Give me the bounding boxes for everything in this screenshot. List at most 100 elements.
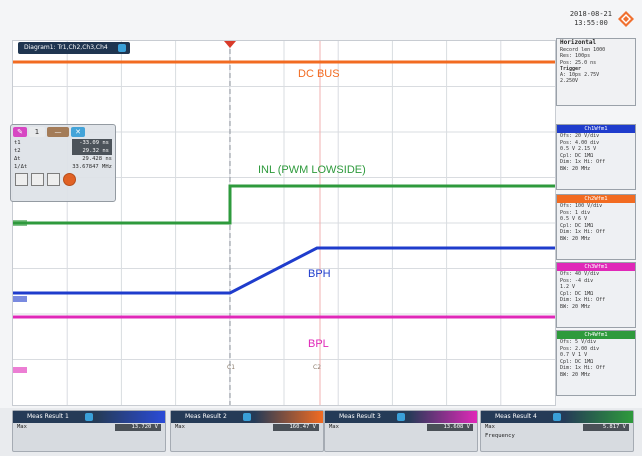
trace-label-bph: BPH [308,268,331,280]
trace-label-dcbus: DC BUS [298,68,340,80]
channel-setting-line: Dim: 1x Hi: Off [560,229,606,235]
horizontal-line: Pos: 25.0 ns [560,59,597,66]
trace-inl [13,184,555,225]
waveform-grid[interactable]: C1 C2 [12,40,556,406]
cursor-mode-button-1[interactable] [15,173,28,186]
channel-panel-2[interactable]: Ch2Wfm1 Ofs: 100 V/div Pos: 1 div 0.5 V 6 V… [556,194,636,260]
window-icon[interactable] [85,413,93,421]
meas-row: Max 5.817 V [481,423,633,432]
meas-value: 13.608 V [427,424,473,431]
horizontal-settings-panel[interactable]: Horizontal Record len 1000 Res: 100ps Po… [556,38,636,106]
meas-row: Max 13.720 V [13,423,165,432]
cursor-row-freq: 1/Δt 33.67847 MHz [14,164,112,170]
channel-ref-marker [13,296,27,302]
meas-result-1[interactable]: Meas Result 1 Max 13.720 V [12,410,166,452]
cursor-mode-button-2[interactable] [31,173,44,186]
time-text: 13:55:00 [574,19,608,27]
channel-setting-line: Cpl: DC 1MΩ [560,358,594,365]
close-icon[interactable]: ✕ [71,127,85,137]
channel-panel-title: Ch4Wfm1 [557,331,635,339]
channel-setting-line: Pos: 1 div [560,209,591,216]
channel-setting-line: 1.2 V [560,284,576,290]
trace-bph [13,246,555,295]
channel-setting-line: Ofs: 40 V/div [560,271,600,277]
channel-setting-line: Pos: 2.00 div [560,345,600,352]
channel-setting-line: Dim: 1x Hi: Off [560,159,606,165]
channel-panel-title: Ch3Wfm1 [557,263,635,271]
waveform-plot: C1 C2 [13,41,555,405]
channel-setting-line: BW: 20 MHz [560,303,591,310]
channel-ref-marker [13,220,27,226]
cursor-readout-panel[interactable]: ✎ 1 — ✕ t1 -33.09 ns t2 29.32 ns Δt 29.428 … [10,124,116,202]
trace-label-inl: INL (PWM LOWSIDE) [258,164,366,176]
date-text: 2018-08-21 [569,10,612,18]
rs-logo-icon [618,11,634,27]
trigger-line: A: 10ps 2.75V [560,72,600,79]
channel-setting-line: Pos: -4 div [560,277,594,284]
channel-setting-line: Ofs: 20 V/div [560,133,600,139]
channel-setting-line: Dim: 1x Hi: Off [560,365,606,371]
channel-setting-line: BW: 20 MHz [560,371,591,378]
horizontal-title: Horizontal [560,39,597,46]
channel-setting-line: Dim: 1x Hi: Off [560,297,606,303]
channel-setting-line: Cpl: DC 1MΩ [560,222,594,229]
meas-result-4[interactable]: Meas Result 4 Max 5.817 V Frequency [480,410,634,452]
channel-panel-1[interactable]: Ch1Wfm1 Ofs: 20 V/div Pos: 4.00 div 0.5 V 2… [556,124,636,190]
cursor-number: 1 [29,127,45,137]
window-icon[interactable] [117,44,126,52]
trigger-marker [224,41,236,48]
cursor-marker-label: C2 [313,364,321,371]
cursor-row-t1: t1 -33.09 ns [11,139,115,147]
meas-row: Max 13.608 V [325,423,477,432]
cursor-mode-button-3[interactable] [47,173,60,186]
channel-setting-line: Cpl: DC 1MΩ [560,290,594,297]
meas-result-title: Meas Result 4 [495,413,537,420]
window-icon[interactable] [397,413,405,421]
window-icon[interactable] [243,413,251,421]
meas-value: 5.817 V [583,424,629,431]
channel-ref-marker [13,367,27,373]
trace-label-bpl: BPL [308,338,329,350]
meas-key: Max [329,424,339,430]
channel-setting-line: Ofs: 5 V/div [560,339,597,345]
meas-key: Frequency [485,433,515,439]
datetime-display: 2018-08-21 13:55:00 [570,10,612,28]
meas-result-title: Meas Result 1 [27,413,69,420]
diagram-tab-label: Diagram1: Tr1,Ch2,Ch3,Ch4 [24,44,108,51]
meas-key: Max [485,424,495,430]
cursor-row-dt: Δt 29.428 ns [14,156,112,162]
meas-value: 13.720 V [115,424,161,431]
meas-value: 160.47 V [273,424,319,431]
diagram-tab[interactable]: Diagram1: Tr1,Ch2,Ch3,Ch4 [18,42,130,54]
channel-setting-line: Cpl: DC 1MΩ [560,152,594,159]
meas-key: Max [175,424,185,430]
meas-result-2[interactable]: Meas Result 2 Max 160.47 V [170,410,324,452]
cursor-track-button[interactable] [63,173,76,186]
top-status-bar: 2018-08-21 13:55:00 [0,0,642,38]
channel-panel-3[interactable]: Ch3Wfm1 Ofs: 40 V/div Pos: -4 div 1.2 V Cpl:… [556,262,636,328]
channel-panel-title: Ch2Wfm1 [557,195,635,203]
meas-result-title: Meas Result 3 [339,413,381,420]
trigger-line: 2.250V [560,78,579,85]
channel-setting-line: 0.7 V 1 V [560,352,588,358]
cursor-row-t2: t2 29.32 ns [11,147,115,155]
meas-result-title: Meas Result 2 [185,413,227,420]
meas-result-3[interactable]: Meas Result 3 Max 13.608 V [324,410,478,452]
channel-panel-4[interactable]: Ch4Wfm1 Ofs: 5 V/div Pos: 2.00 div 0.7 V 1 … [556,330,636,396]
trigger-title: Trigger [560,65,582,72]
horizontal-line: Record len 1000 [560,47,606,53]
channel-setting-line: Ofs: 100 V/div [560,203,603,209]
window-icon[interactable] [553,413,561,421]
cursor-pin-icon[interactable]: ✎ [13,127,27,137]
minimize-icon[interactable]: — [47,127,69,137]
horizontal-line: Res: 100ps [560,53,591,60]
meas-key: Max [17,424,27,430]
channel-setting-line: BW: 20 MHz [560,235,591,242]
channel-setting-line: 0.5 V 2.15 V [560,146,597,152]
channel-panel-title: Ch1Wfm1 [557,125,635,133]
meas-value [583,433,629,440]
channel-setting-line: 0.5 V 6 V [560,216,588,222]
cursor-marker-label: C1 [227,364,235,371]
meas-row: Max 160.47 V [171,423,323,432]
channel-setting-line: BW: 20 MHz [560,165,591,172]
